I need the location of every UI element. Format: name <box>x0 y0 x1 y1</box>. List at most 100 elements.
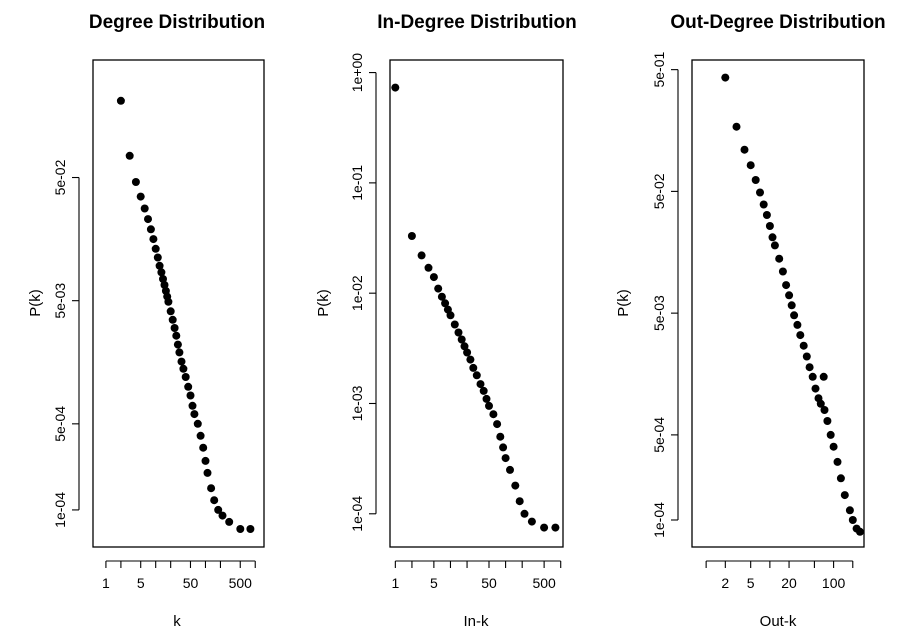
data-point <box>159 275 167 283</box>
plot-frame <box>92 59 265 548</box>
x-tick-label: 500 <box>532 575 556 591</box>
data-point <box>740 145 749 154</box>
data-point <box>506 465 514 474</box>
data-point <box>457 335 466 344</box>
data-point <box>463 348 472 357</box>
data-point <box>496 432 505 441</box>
plot-frame <box>389 59 564 548</box>
panel-in-degree: In-Degree Distribution 1 5 50 500 1e-041e-0… <box>315 12 577 630</box>
x-tick-label: 100 <box>822 575 846 591</box>
data-point <box>826 430 835 439</box>
data-point <box>157 268 166 277</box>
data-point <box>125 151 134 160</box>
data-point <box>407 232 416 240</box>
data-point <box>172 331 181 340</box>
data-point <box>799 341 808 350</box>
data-point <box>485 401 493 410</box>
data-point <box>782 281 791 290</box>
data-point <box>759 200 768 209</box>
plot-frame <box>691 59 865 548</box>
data-points <box>721 73 864 536</box>
data-point <box>146 225 155 234</box>
data-point <box>168 315 177 324</box>
data-point <box>155 261 164 270</box>
y-axis-label: P(k) <box>27 289 44 317</box>
data-point <box>845 506 854 515</box>
y-axis: 1e-04 1e-03 1e-02 1e-01 1e+00 <box>349 53 377 532</box>
x-axis-label: k <box>173 613 181 630</box>
data-point <box>116 96 125 105</box>
data-point <box>732 122 741 131</box>
data-point <box>153 253 162 262</box>
data-point <box>446 311 455 320</box>
y-tick-label: 1e-04 <box>349 496 365 532</box>
data-point <box>527 517 536 526</box>
x-tick-label: 50 <box>183 575 199 591</box>
data-point <box>225 517 234 526</box>
data-point <box>170 324 179 332</box>
y-tick-label: 5e-03 <box>651 295 667 331</box>
data-point <box>218 511 227 520</box>
data-point <box>429 273 438 282</box>
x-tick-label: 1 <box>391 575 399 591</box>
data-point <box>775 254 784 263</box>
data-point <box>181 373 190 381</box>
data-point <box>144 215 152 224</box>
data-point <box>816 399 825 408</box>
data-point <box>746 161 755 170</box>
y-tick-label: 5e-01 <box>651 52 667 88</box>
panel-degree: Degree Distribution 1 5 50 500 1e-04 5e-04 5e… <box>27 12 265 630</box>
data-point <box>493 420 502 429</box>
data-point <box>136 192 145 201</box>
x-tick-label: 20 <box>781 575 797 591</box>
data-point <box>848 516 857 524</box>
x-tick-label: 5 <box>747 575 755 591</box>
y-tick-label: 5e-02 <box>52 159 68 195</box>
data-point <box>188 401 197 410</box>
data-point <box>177 357 186 366</box>
data-point <box>190 410 199 419</box>
data-point <box>756 188 764 197</box>
data-point <box>802 352 811 361</box>
data-point <box>236 525 245 533</box>
data-point <box>193 419 202 428</box>
data-point <box>785 291 794 300</box>
data-point <box>434 284 443 293</box>
data-point <box>441 299 450 308</box>
data-point <box>131 178 140 186</box>
data-point <box>246 525 255 533</box>
data-point <box>808 372 817 381</box>
y-tick-label: 1e+00 <box>349 53 365 93</box>
data-point <box>149 235 158 244</box>
data-point <box>179 364 188 373</box>
data-point <box>417 251 426 260</box>
x-tick-label: 500 <box>229 575 253 591</box>
x-tick-label: 5 <box>137 575 145 591</box>
data-point <box>424 263 433 272</box>
x-axis-label: Out-k <box>760 613 797 630</box>
data-point <box>721 73 730 82</box>
chart-title: In-Degree Distribution <box>377 12 577 33</box>
data-point <box>203 468 212 477</box>
data-point <box>805 363 814 372</box>
data-point <box>501 454 510 463</box>
data-point <box>856 527 864 536</box>
data-point <box>770 241 779 250</box>
data-point <box>762 211 771 219</box>
data-point <box>184 382 193 391</box>
data-point <box>551 523 560 532</box>
y-axis-label: P(k) <box>615 289 632 317</box>
data-point <box>175 348 184 357</box>
y-tick-label: 1e-02 <box>349 275 365 311</box>
data-points <box>391 83 560 532</box>
data-point <box>778 267 787 276</box>
data-point <box>829 442 838 451</box>
y-tick-label: 5e-02 <box>651 173 667 209</box>
data-point <box>765 222 774 230</box>
y-tick-label: 5e-03 <box>52 283 68 319</box>
data-point <box>515 497 524 506</box>
data-point <box>466 355 475 364</box>
x-tick-label: 1 <box>102 575 110 591</box>
data-point <box>511 481 520 490</box>
